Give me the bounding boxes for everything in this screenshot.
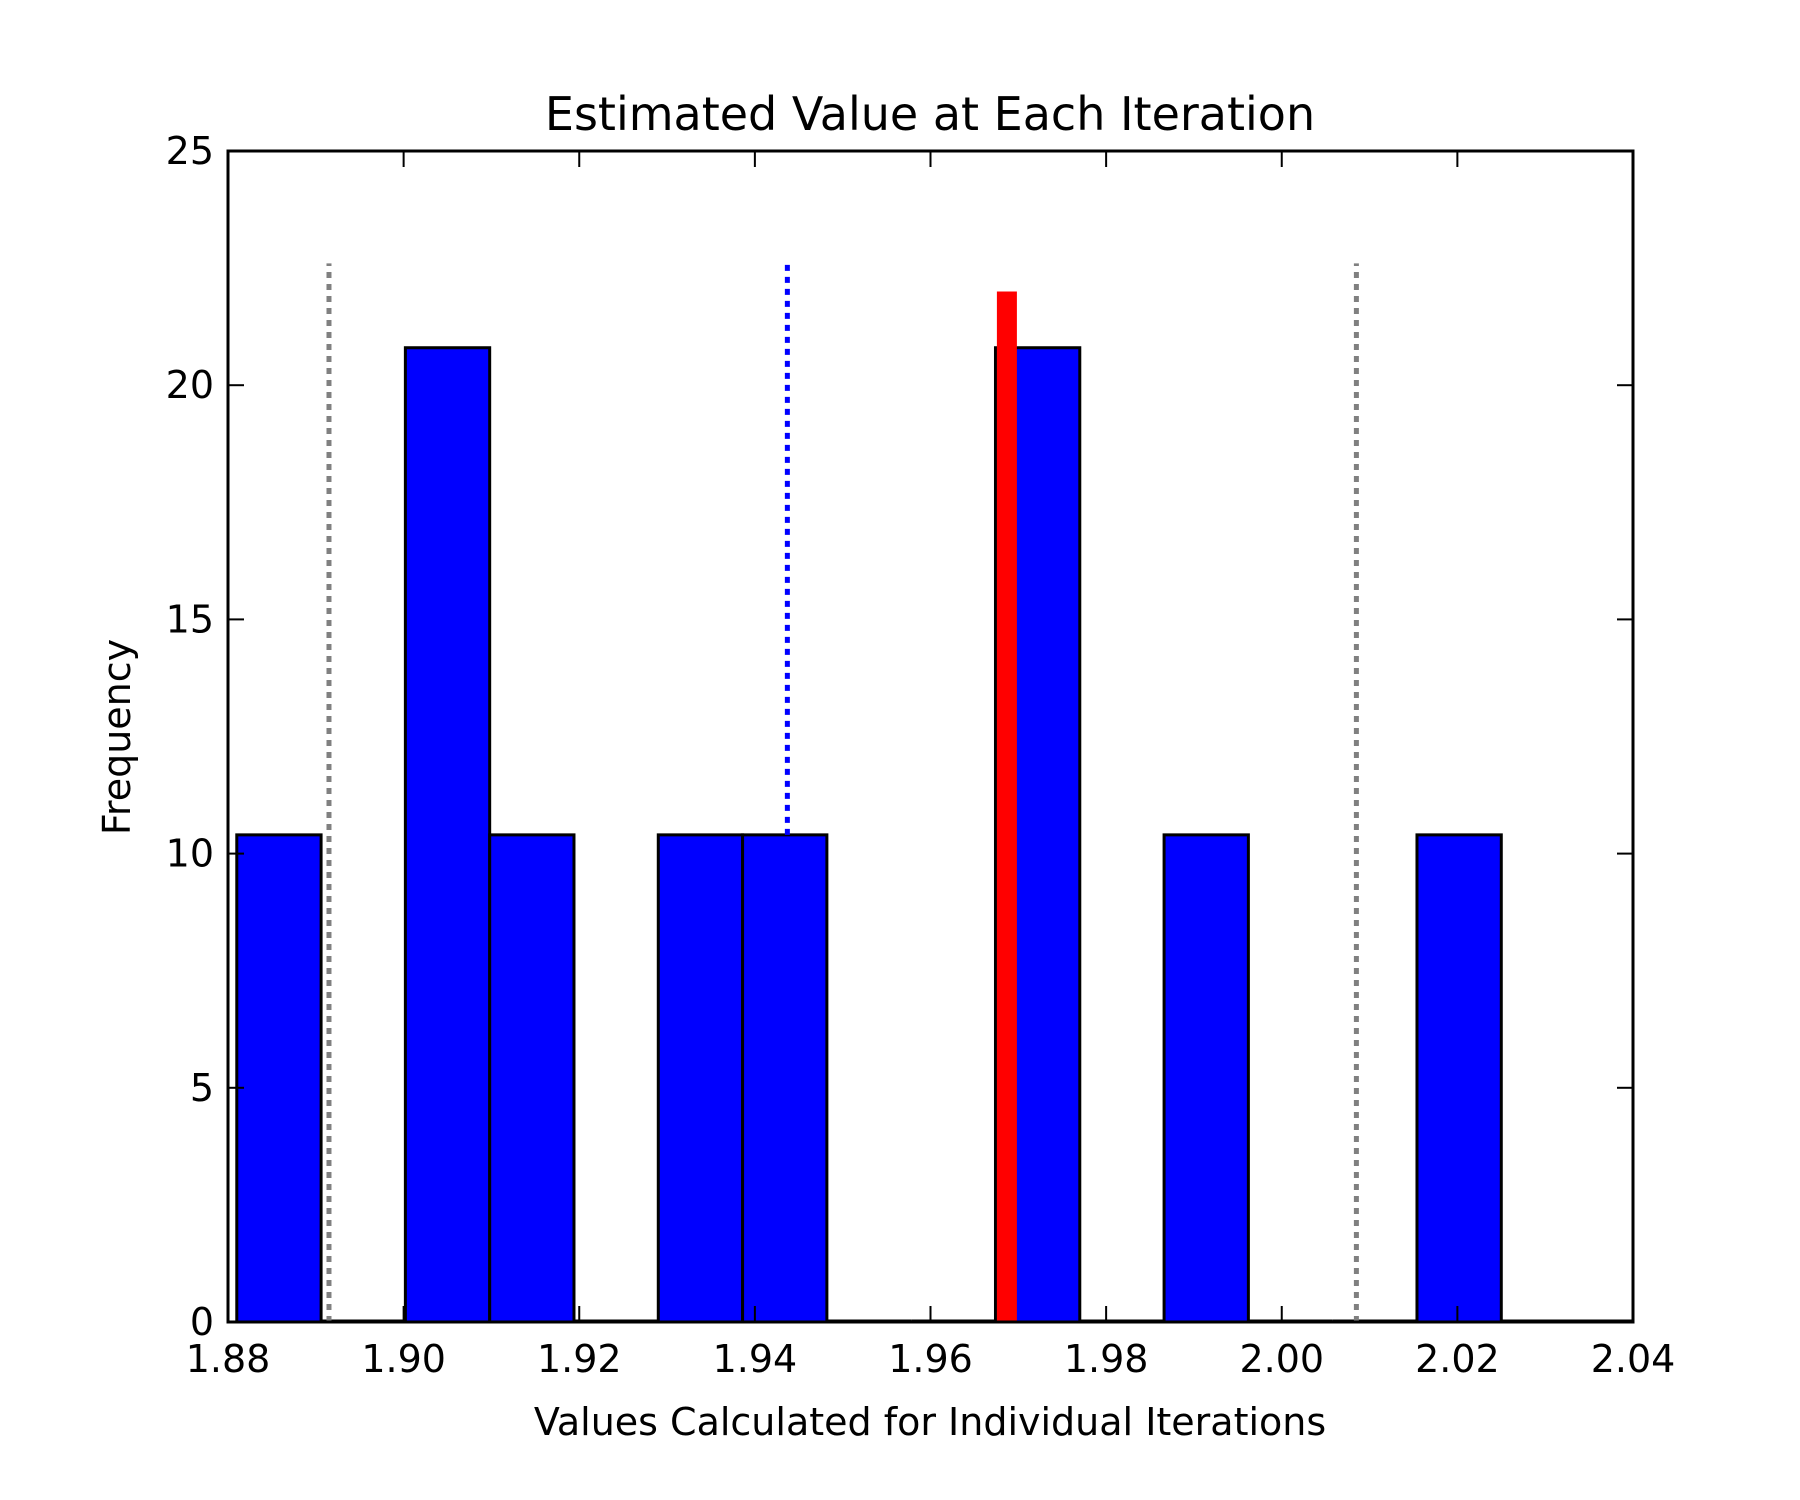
x-tick-label: 1.98 xyxy=(1064,1337,1149,1381)
y-tick-label: 10 xyxy=(166,832,214,876)
y-tick-label: 15 xyxy=(166,597,214,641)
x-tick-label: 2.00 xyxy=(1239,1337,1324,1381)
y-tick-label: 25 xyxy=(166,129,214,173)
histogram-bar xyxy=(488,833,576,1324)
y-tick-label: 5 xyxy=(190,1066,214,1110)
histogram-bar xyxy=(656,833,745,1324)
x-tick-labels: 1.88 1.90 1.92 1.94 1.96 1.98 2.00 2.02 2.04 xyxy=(186,1337,1676,1381)
x-tick-label: 1.94 xyxy=(713,1337,798,1381)
x-tick-label: 1.96 xyxy=(888,1337,973,1381)
x-tick-label: 1.90 xyxy=(361,1337,446,1381)
chart-title: Estimated Value at Each Iteration xyxy=(545,87,1315,141)
histogram-bar xyxy=(403,346,492,1324)
x-tick-label: 2.02 xyxy=(1415,1337,1500,1381)
histogram-bar xyxy=(1162,833,1250,1324)
x-axis-label: Values Calculated for Individual Iterati… xyxy=(534,1400,1326,1444)
histogram-bar xyxy=(1415,833,1503,1324)
y-tick-label: 0 xyxy=(190,1300,214,1344)
histogram-bar xyxy=(741,833,829,1324)
x-tick-label: 1.88 xyxy=(186,1337,271,1381)
plot-frame xyxy=(226,149,1635,1324)
x-tick-label: 1.92 xyxy=(537,1337,622,1381)
y-axis-label: Frequency xyxy=(95,639,139,835)
x-tick-label: 2.04 xyxy=(1591,1337,1676,1381)
y-tick-labels: 0 5 10 15 20 25 xyxy=(166,129,214,1344)
histogram-bar xyxy=(235,833,323,1324)
reference-lines xyxy=(326,263,1359,1322)
y-tick-label: 20 xyxy=(166,363,214,407)
